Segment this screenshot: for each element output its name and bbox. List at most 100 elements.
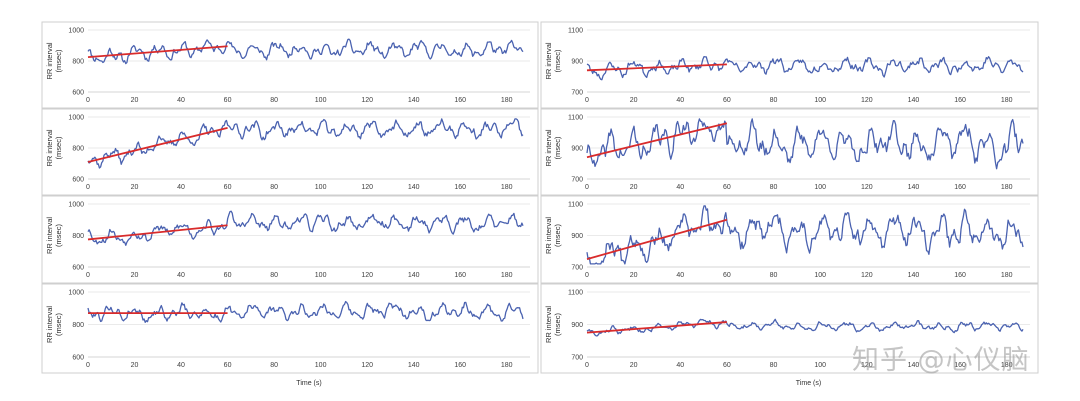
x-tick-label: 120: [861, 272, 873, 279]
y-tick-label: 800: [72, 59, 84, 66]
y-axis-label: RR interval: [544, 129, 553, 166]
y-axis-unit: (msec): [54, 224, 63, 247]
x-tick-label: 80: [270, 272, 278, 279]
y-axis-label: RR interval: [544, 306, 553, 343]
watermark: 知乎 @心仪脑: [852, 345, 1030, 376]
trend-line: [87, 45, 228, 59]
y-tick-label: 900: [571, 146, 583, 153]
x-tick-label: 100: [315, 184, 327, 191]
x-tick-label: 160: [454, 184, 466, 191]
x-tick-label: 180: [1001, 362, 1013, 369]
x-tick-label: 120: [361, 97, 373, 104]
x-tick-label: 60: [224, 272, 232, 279]
x-tick-label: 40: [177, 272, 185, 279]
y-tick-label: 700: [571, 177, 583, 184]
y-tick-label: 800: [72, 146, 84, 153]
x-tick-label: 80: [270, 362, 278, 369]
x-tick-label: 40: [177, 362, 185, 369]
y-tick-label: 900: [571, 59, 583, 66]
x-tick-label: 20: [131, 97, 139, 104]
y-axis-unit: (msec): [553, 49, 562, 72]
x-tick-label: 140: [908, 97, 920, 104]
y-tick-label: 1000: [68, 28, 84, 35]
panel-frame: [540, 283, 1039, 374]
y-tick-label: 700: [571, 90, 583, 97]
x-tick-label: 80: [270, 184, 278, 191]
rr-interval-series: [87, 38, 524, 65]
y-tick-label: 600: [72, 265, 84, 272]
x-tick-label: 20: [630, 184, 638, 191]
x-tick-label: 0: [86, 272, 90, 279]
x-tick-label: 0: [585, 362, 589, 369]
x-tick-label: 160: [454, 272, 466, 279]
y-tick-label: 700: [571, 355, 583, 362]
x-tick-label: 20: [630, 362, 638, 369]
y-tick-label: 900: [571, 233, 583, 240]
rr-interval-series: [87, 210, 524, 246]
y-tick-label: 600: [72, 355, 84, 362]
x-tick-label: 180: [501, 184, 513, 191]
x-tick-label: 160: [454, 97, 466, 104]
x-tick-label: 0: [585, 272, 589, 279]
x-tick-label: 140: [408, 272, 420, 279]
panel-frame: [41, 195, 539, 284]
y-tick-label: 800: [72, 233, 84, 240]
x-tick-label: 80: [270, 97, 278, 104]
x-tick-label: 20: [131, 272, 139, 279]
x-tick-label: 160: [954, 184, 966, 191]
x-tick-label: 80: [770, 97, 778, 104]
x-tick-label: 180: [501, 97, 513, 104]
x-tick-label: 60: [224, 362, 232, 369]
panel-frame: [540, 195, 1039, 284]
y-tick-label: 700: [571, 265, 583, 272]
y-axis-unit: (msec): [553, 136, 562, 159]
chart-panel-5: 600 800 1000 0 20 40 60 80 100 120 140 160 180 RR int…: [41, 195, 539, 284]
chart-panel-4: 700 900 1100 0 20 40 60 80 100 120 140 160 180 RR int…: [540, 108, 1039, 196]
y-tick-label: 1100: [568, 202, 583, 209]
rr-interval-series: [87, 300, 524, 323]
chart-panel-7: 600 800 1000 0 20 40 60 80 100 120 140 160 180 RR int…: [41, 283, 539, 387]
x-tick-label: 120: [861, 97, 873, 104]
x-tick-label: 60: [224, 184, 232, 191]
x-tick-label: 0: [86, 362, 90, 369]
x-axis-label: Time (s): [296, 380, 321, 387]
x-tick-label: 160: [454, 362, 466, 369]
x-tick-label: 180: [1001, 272, 1013, 279]
x-tick-label: 180: [1001, 184, 1013, 191]
x-tick-label: 40: [177, 97, 185, 104]
chart-panel-3: 600 800 1000 0 20 40 60 80 100 120 140 160 180 RR int…: [41, 108, 539, 196]
x-tick-label: 0: [86, 97, 90, 104]
x-tick-label: 180: [1001, 97, 1013, 104]
trend-line: [87, 126, 228, 163]
trend-line: [586, 218, 728, 260]
rr-interval-series: [586, 55, 1024, 81]
y-tick-label: 1000: [68, 202, 84, 209]
y-tick-label: 900: [571, 322, 583, 329]
y-axis-unit: (msec): [54, 136, 63, 159]
x-tick-label: 120: [861, 184, 873, 191]
x-tick-label: 100: [814, 362, 826, 369]
y-tick-label: 1100: [568, 28, 583, 35]
y-axis-label: RR interval: [544, 42, 553, 79]
x-tick-label: 40: [177, 184, 185, 191]
x-tick-label: 100: [315, 272, 327, 279]
x-tick-label: 100: [814, 97, 826, 104]
x-tick-label: 140: [408, 97, 420, 104]
x-axis-label: Time (s): [796, 380, 821, 387]
x-tick-label: 160: [954, 272, 966, 279]
rr-interval-series: [87, 118, 524, 169]
y-axis-label: RR interval: [45, 217, 54, 254]
y-tick-label: 1000: [68, 290, 84, 297]
x-tick-label: 100: [315, 362, 327, 369]
trend-line: [586, 63, 727, 72]
y-axis-label: RR interval: [45, 129, 54, 166]
x-tick-label: 160: [954, 362, 966, 369]
chart-panel-8: 700 900 1100 0 20 40 60 80 100 120 140 160 180 RR int…: [540, 283, 1039, 387]
trend-line: [586, 122, 728, 159]
x-tick-label: 140: [908, 272, 920, 279]
rr-interval-series: [586, 205, 1024, 265]
chart-panel-2: 700 900 1100 0 20 40 60 80 100 120 140 160 180 RR int…: [540, 21, 1039, 109]
x-tick-label: 0: [585, 184, 589, 191]
y-tick-label: 800: [72, 322, 84, 329]
